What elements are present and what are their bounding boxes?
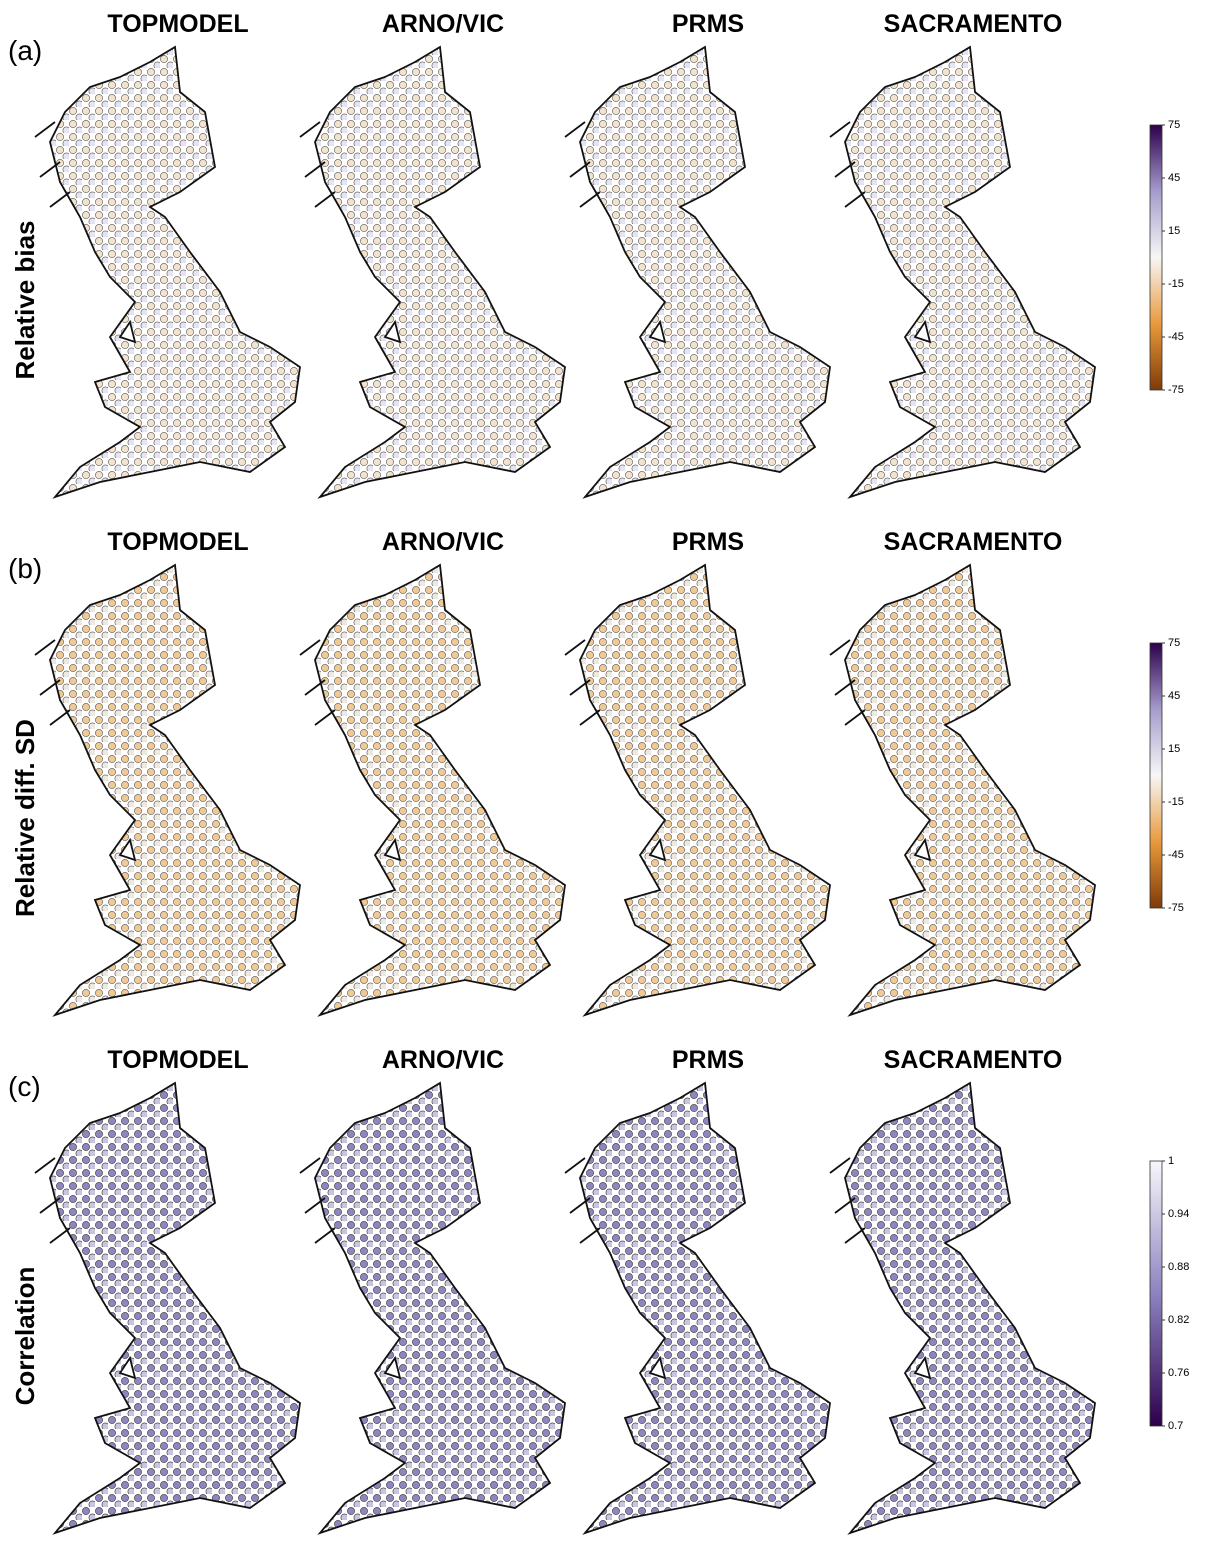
colorbar-tick-label: -15 <box>1168 278 1184 290</box>
colorbar-tick-label: 45 <box>1168 690 1180 702</box>
map-title: SACRAMENTO <box>884 528 1063 556</box>
colorbar <box>1149 642 1163 909</box>
map-title: ARNO/VIC <box>382 528 504 556</box>
map <box>829 46 1096 498</box>
map <box>564 564 831 1016</box>
map-title: TOPMODEL <box>107 1046 248 1074</box>
map <box>564 46 831 498</box>
map-title: SACRAMENTO <box>884 10 1063 38</box>
colorbar <box>1149 124 1163 391</box>
colorbar-tick-label: -15 <box>1168 796 1184 808</box>
row-title: Correlation <box>10 1267 40 1406</box>
row-title: Relative bias <box>10 221 40 380</box>
map-title: TOPMODEL <box>107 528 248 556</box>
map-title: ARNO/VIC <box>382 1046 504 1074</box>
map <box>299 1082 566 1534</box>
panel-label: (a) <box>8 35 42 66</box>
map-title: TOPMODEL <box>107 10 248 38</box>
map <box>34 564 301 1016</box>
map <box>299 46 566 498</box>
panel-label: (c) <box>8 1071 41 1102</box>
row-title: Relative diff. SD <box>10 719 40 917</box>
colorbar <box>1149 1160 1163 1427</box>
colorbar-tick-label: 45 <box>1168 172 1180 184</box>
colorbar-tick-label: 1 <box>1168 1155 1174 1167</box>
colorbar-tick-label: 0.88 <box>1168 1261 1189 1273</box>
colorbar-tick-label: 0.7 <box>1168 1420 1183 1432</box>
map-title: PRMS <box>672 1046 744 1074</box>
map-title: ARNO/VIC <box>382 10 504 38</box>
colorbar-tick-label: 0.82 <box>1168 1314 1189 1326</box>
map <box>829 1082 1096 1534</box>
map <box>564 1082 831 1534</box>
map-title: PRMS <box>672 10 744 38</box>
colorbar-tick-label: -75 <box>1168 902 1184 914</box>
colorbar-tick-label: -45 <box>1168 849 1184 861</box>
colorbar-tick-label: -45 <box>1168 331 1184 343</box>
map <box>34 46 301 498</box>
colorbar-tick-label: 75 <box>1168 119 1180 131</box>
map <box>829 564 1096 1016</box>
map-title: SACRAMENTO <box>884 1046 1063 1074</box>
colorbar-tick-label: 75 <box>1168 637 1180 649</box>
map-title: PRMS <box>672 528 744 556</box>
colorbar-tick-label: 0.94 <box>1168 1208 1189 1220</box>
map <box>34 1082 301 1534</box>
colorbar-tick-label: 15 <box>1168 743 1180 755</box>
colorbar-tick-label: -75 <box>1168 384 1184 396</box>
map <box>299 564 566 1016</box>
colorbar-tick-label: 15 <box>1168 225 1180 237</box>
panel-label: (b) <box>8 553 42 584</box>
colorbar-tick-label: 0.76 <box>1168 1367 1189 1379</box>
